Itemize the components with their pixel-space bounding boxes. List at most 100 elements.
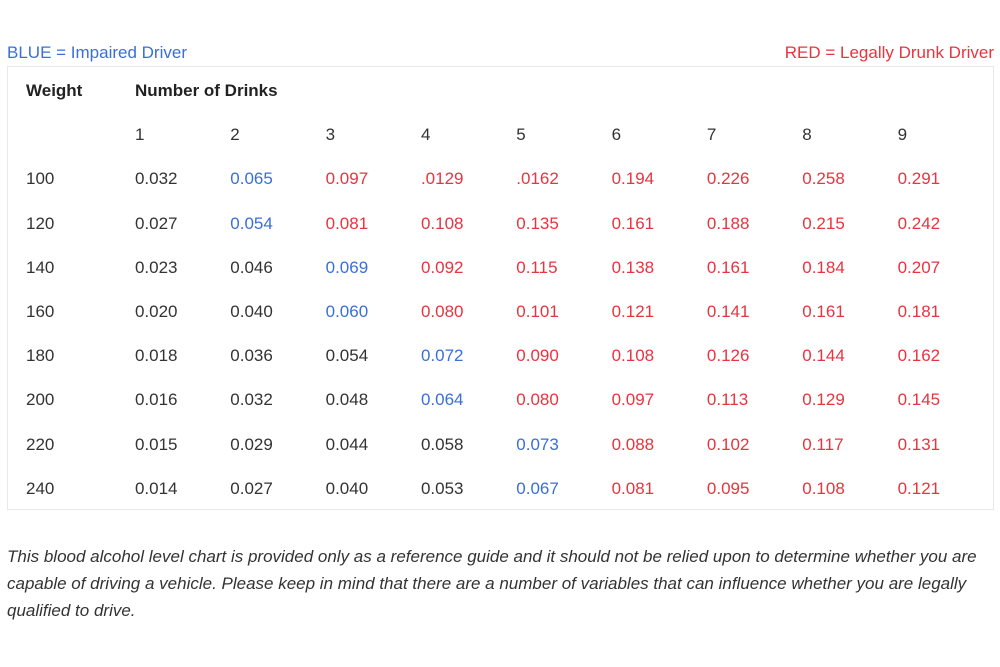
drink-number: 2 <box>230 125 240 145</box>
bac-value-cell: 0.090 <box>516 346 559 366</box>
bac-value-cell: 0.029 <box>230 434 273 454</box>
bac-value-cell: 0.291 <box>897 169 941 189</box>
bac-value-cell: 0.054 <box>325 346 369 366</box>
legend-legally-drunk-driver: RED = Legally Drunk Driver <box>784 43 994 62</box>
bac-value-cell: 0.065 <box>230 169 273 189</box>
header-row: Weight Number of Drinks <box>26 69 993 113</box>
bac-value-cell: 0.018 <box>134 346 178 366</box>
bac-value-cell: .0162 <box>516 169 559 189</box>
bac-value-cell: 0.184 <box>802 257 845 277</box>
table-row: 180 0.018 0.036 0.054 0.072 0.090 0.108 0.126 0.… <box>26 334 993 378</box>
weight-header: Weight <box>26 81 83 101</box>
bac-value-cell: 0.081 <box>611 478 655 498</box>
bac-value-cell: 0.162 <box>897 346 941 366</box>
bac-value-cell: 0.144 <box>802 346 845 366</box>
bac-value-cell: 0.040 <box>325 478 369 498</box>
bac-value-cell: 0.064 <box>420 390 464 410</box>
drink-number: 4 <box>420 125 431 145</box>
bac-value-cell: 0.020 <box>134 302 178 322</box>
bac-value-cell: 0.060 <box>325 302 369 322</box>
bac-value-cell: 0.072 <box>420 346 464 366</box>
bac-value-cell: 0.092 <box>420 257 464 277</box>
weight-cell: 240 <box>26 478 55 498</box>
weight-cell: 160 <box>26 302 55 322</box>
drink-number: 6 <box>611 125 622 145</box>
bac-value-cell: .0129 <box>420 169 464 189</box>
bac-value-cell: 0.207 <box>897 257 941 277</box>
bac-value-cell: 0.117 <box>802 434 844 454</box>
drinks-header: Number of Drinks <box>134 81 278 101</box>
bac-value-cell: 0.036 <box>230 346 273 366</box>
drink-number: 9 <box>897 125 908 145</box>
bac-value-cell: 0.016 <box>134 390 178 410</box>
weight-cell: 100 <box>26 169 55 189</box>
bac-value-cell: 0.242 <box>897 213 941 233</box>
bac-value-cell: 0.258 <box>802 169 845 189</box>
bac-value-cell: 0.121 <box>897 478 941 498</box>
bac-value-cell: 0.015 <box>134 434 178 454</box>
bac-value-cell: 0.081 <box>325 213 369 233</box>
bac-value-cell: 0.048 <box>325 390 369 410</box>
weight-cell: 200 <box>26 390 55 410</box>
bac-value-cell: 0.194 <box>611 169 655 189</box>
bac-value-cell: 0.101 <box>516 302 559 322</box>
bac-value-cell: 0.145 <box>897 390 941 410</box>
bac-value-cell: 0.040 <box>230 302 273 322</box>
bac-value-cell: 0.080 <box>516 390 559 410</box>
drink-number: 3 <box>325 125 336 145</box>
bac-value-cell: 0.115 <box>516 257 558 277</box>
bac-table: Weight Number of Drinks 1 2 3 4 5 6 7 8 … <box>26 69 993 511</box>
bac-value-cell: 0.131 <box>897 434 941 454</box>
bac-value-cell: 0.054 <box>230 213 273 233</box>
bac-value-cell: 0.102 <box>706 434 750 454</box>
bac-value-cell: 0.161 <box>706 257 750 277</box>
bac-value-cell: 0.053 <box>420 478 464 498</box>
bac-value-cell: 0.121 <box>611 302 655 322</box>
bac-value-cell: 0.135 <box>516 213 559 233</box>
bac-value-cell: 0.129 <box>802 390 845 410</box>
bac-value-cell: 0.023 <box>134 257 178 277</box>
bac-value-cell: 0.226 <box>706 169 750 189</box>
bac-value-cell: 0.161 <box>611 213 655 233</box>
bac-value-cell: 0.161 <box>802 302 845 322</box>
table-row: 120 0.027 0.054 0.081 0.108 0.135 0.161 0.188 0.… <box>26 202 993 246</box>
legend-impaired-driver: BLUE = Impaired Driver <box>7 43 187 62</box>
table-row: 100 0.032 0.065 0.097 .0129 .0162 0.194 0.226 0.… <box>26 157 993 201</box>
drink-number: 5 <box>516 125 526 145</box>
bac-value-cell: 0.108 <box>802 478 845 498</box>
bac-value-cell: 0.126 <box>706 346 750 366</box>
bac-value-cell: 0.097 <box>325 169 369 189</box>
bac-value-cell: 0.108 <box>611 346 655 366</box>
bac-value-cell: 0.095 <box>706 478 750 498</box>
bac-value-cell: 0.069 <box>325 257 369 277</box>
bac-value-cell: 0.080 <box>420 302 464 322</box>
empty-cell <box>26 113 135 157</box>
drink-number: 1 <box>134 125 145 145</box>
drink-number: 7 <box>706 125 717 145</box>
drink-numbers-row: 1 2 3 4 5 6 7 8 9 <box>26 113 993 157</box>
bac-value-cell: 0.032 <box>230 390 273 410</box>
table-row: 160 0.020 0.040 0.060 0.080 0.101 0.121 0.141 0.… <box>26 290 993 334</box>
bac-value-cell: 0.088 <box>611 434 655 454</box>
bac-value-cell: 0.108 <box>420 213 464 233</box>
table-row: 140 0.023 0.046 0.069 0.092 0.115 0.138 0.161 0.… <box>26 246 993 290</box>
weight-cell: 140 <box>26 257 55 277</box>
table-row: 240 0.014 0.027 0.040 0.053 0.067 0.081 0.095 0.… <box>26 467 993 511</box>
bac-value-cell: 0.138 <box>611 257 655 277</box>
weight-cell: 220 <box>26 434 55 454</box>
bac-value-cell: 0.215 <box>802 213 845 233</box>
weight-cell: 120 <box>26 213 55 233</box>
bac-value-cell: 0.032 <box>134 169 178 189</box>
table-row: 200 0.016 0.032 0.048 0.064 0.080 0.097 0.113 0.… <box>26 378 993 422</box>
bac-value-cell: 0.014 <box>134 478 178 498</box>
bac-value-cell: 0.097 <box>611 390 655 410</box>
bac-value-cell: 0.181 <box>897 302 941 322</box>
bac-value-cell: 0.058 <box>420 434 464 454</box>
bac-table-container: Weight Number of Drinks 1 2 3 4 5 6 7 8 … <box>7 66 994 510</box>
bac-value-cell: 0.027 <box>134 213 178 233</box>
bac-value-cell: 0.044 <box>325 434 369 454</box>
bac-value-cell: 0.027 <box>230 478 273 498</box>
bac-value-cell: 0.188 <box>706 213 750 233</box>
bac-value-cell: 0.067 <box>516 478 559 498</box>
table-row: 220 0.015 0.029 0.044 0.058 0.073 0.088 0.102 0.… <box>26 423 993 467</box>
